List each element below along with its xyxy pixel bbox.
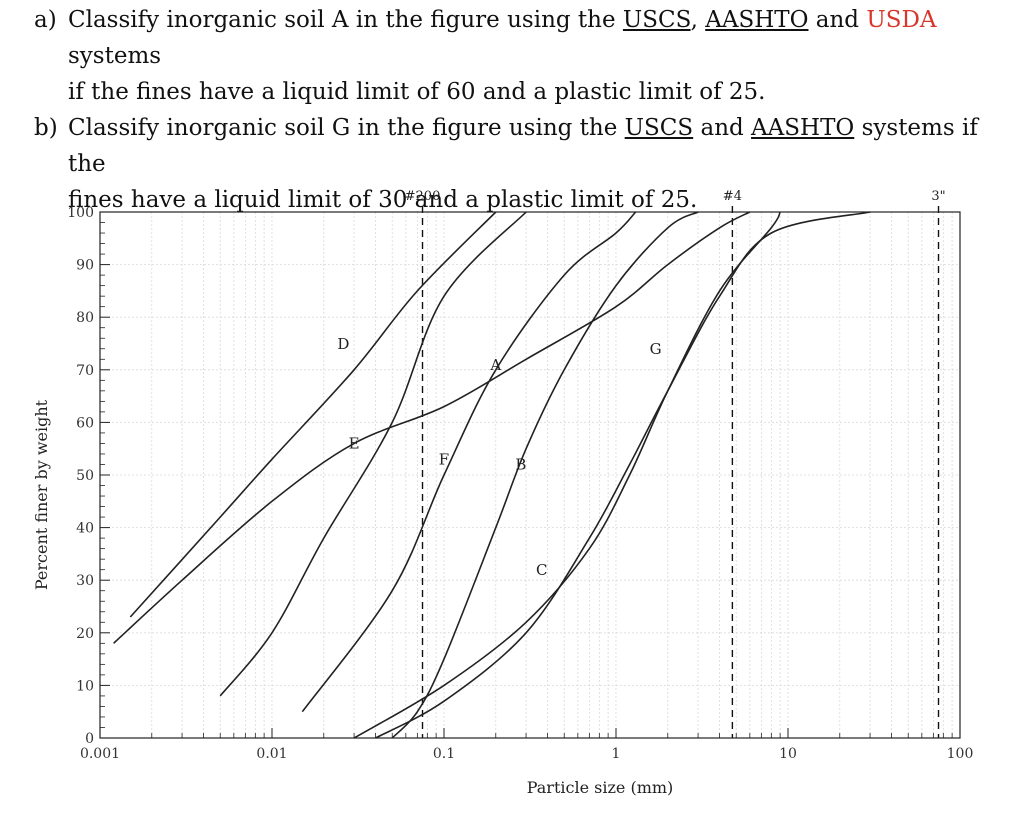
y-tick-label: 20 [76,626,94,642]
curve-label-E: E [349,435,360,453]
x-tick-label: 0.01 [256,746,287,762]
x-tick-label: 0.1 [433,746,455,762]
y-tick-label: 10 [76,678,94,694]
x-tick-label: 10 [779,746,797,762]
question-a-marker: a) [34,7,57,33]
curve-label-F: F [439,450,449,468]
question-b-marker: b) [34,115,58,141]
uscs-term-b: USCS [624,115,694,141]
x-tick-label: 1 [612,746,621,762]
question-b-line2: fines have a liquid limit of 30 and a pl… [68,187,698,213]
curve-label-G: G [650,340,662,358]
question-a-line2: if the fines have a liquid limit of 60 a… [68,79,766,105]
ticks: 0 10 20 30 40 50 60 70 80 90 100 0.001 0.01 0.1 1 10 100 [67,205,973,762]
y-tick-label: 90 [76,258,94,274]
question-b-sep1: and [693,115,752,141]
grain-size-chart: #200 #4 3" 0 10 20 30 40 50 60 70 80 90 100 0.001 0.01… [32,189,973,797]
question-a-text: Classify inorganic soil A in the figure … [68,7,623,33]
curve-F [301,211,637,713]
question-a-sep1: , [690,7,706,33]
y-tick-label: 40 [76,521,94,537]
curve-label-C: C [536,561,547,579]
question-a-post: systems [68,43,162,69]
x-tick-label: 100 [947,746,974,762]
sieve-label: #4 [723,189,742,204]
curve-label-D: D [337,335,349,353]
curve-E [219,211,527,697]
x-tick-label: 0.001 [80,746,120,762]
sieve-label: #200 [405,189,441,204]
y-axis-title: Percent finer by weight [32,399,51,590]
uscs-term: USCS [622,7,691,33]
question-b: b) Classify inorganic soil G in the figu… [34,110,1014,218]
question-b-text: Classify inorganic soil G in the figure … [68,115,625,141]
question-a-sep2: and [808,7,867,33]
y-tick-label: 60 [76,415,94,431]
curves [113,211,871,739]
y-tick-label: 50 [76,468,94,484]
y-tick-label: 70 [76,363,94,379]
curve-D [129,211,497,618]
grid [99,211,960,739]
curve-C [353,211,781,739]
curve-A [113,211,751,644]
curve-G [375,211,871,739]
curve-label-A: A [489,356,501,374]
curve-label-B: B [515,456,526,474]
curve-labels: A B C D E F G [337,335,661,579]
aashto-term: AASHTO [705,7,809,33]
y-tick-label: 80 [76,310,94,326]
sieve-lines: #200 #4 3" [405,189,946,738]
aashto-term-b: AASHTO [751,115,855,141]
question-b-post: systems if the [68,115,978,177]
question-a: a) Classify inorganic soil A in the figu… [34,2,1014,110]
y-tick-label: 100 [67,205,94,221]
sieve-label: 3" [931,189,945,204]
question-text: a) Classify inorganic soil A in the figu… [34,2,1014,218]
y-tick-label: 0 [85,731,94,747]
y-tick-label: 30 [76,573,94,589]
curve-B [391,211,699,739]
usda-term: USDA [866,7,937,33]
x-axis-title: Particle size (mm) [527,778,674,797]
